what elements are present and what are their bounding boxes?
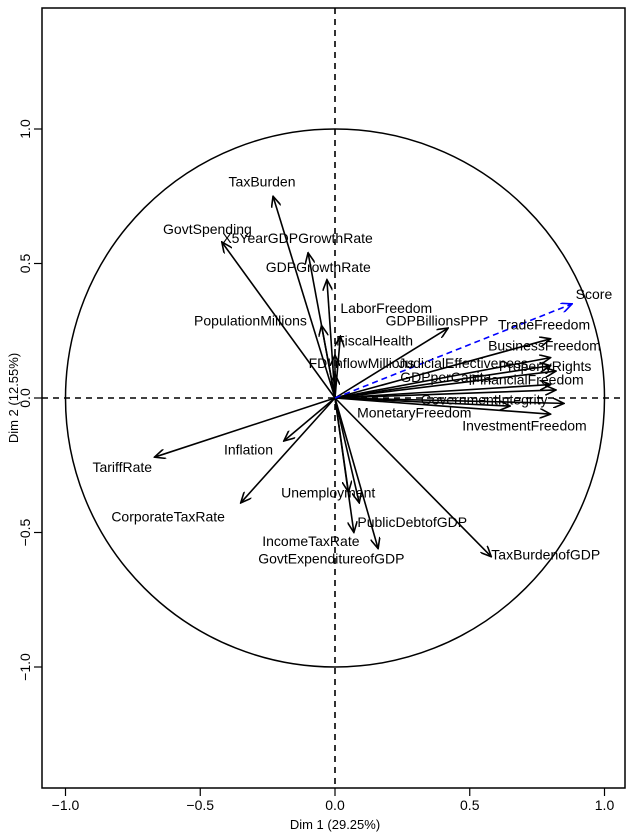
gdp-growth-rate-label: GDPGrowthRate (266, 259, 371, 275)
gd-pper-capita-label: GDPperCapita (400, 369, 491, 385)
judicial-effectiveness-arrow (334, 366, 551, 399)
gdp-billions-ppp-label: GDPBillionsPPP (386, 313, 489, 329)
y-axis-title: Dim 2 (12.55%) (6, 353, 21, 443)
govt-spending-label: GovtSpending (163, 221, 252, 237)
score-label: Score (576, 286, 613, 302)
score-arrow (334, 304, 572, 399)
tax-burdenof-gdp-arrow (334, 397, 491, 557)
x-tick-label: −0.5 (186, 797, 214, 813)
x-tick-label: 0.5 (460, 797, 480, 813)
population-millions-label: PopulationMillions (194, 313, 307, 329)
govt-expenditureof-gdp-arrow (334, 397, 378, 549)
government-integrity-label: GovernmentIntegrity (421, 392, 548, 408)
y-tick-label: 1.0 (17, 119, 33, 139)
corporate-tax-rate-arrow (241, 397, 336, 503)
fiscal-health-label: FiscalHealth (336, 333, 413, 349)
monetary-freedom-arrow (334, 397, 510, 406)
y-tick-label: 0.0 (17, 388, 33, 408)
public-debtof-gdp-label: PublicDebtofGDP (357, 514, 467, 530)
fdi-inflow-millions-label: FDIInflowMillions (309, 355, 415, 371)
investment-freedom-label: InvestmentFreedom (462, 417, 586, 433)
income-tax-rate-label: IncomeTaxRate (262, 533, 359, 549)
x-axis-title: Dim 1 (29.25%) (290, 817, 380, 832)
labor-freedom-label: LaborFreedom (340, 300, 432, 316)
corporate-tax-rate-label: CorporateTaxRate (111, 509, 225, 525)
inflation-arrow (284, 397, 336, 441)
gd-pper-capita-arrow (334, 385, 551, 399)
investment-freedom-arrow (334, 397, 551, 414)
unemployment-label: Unemployment (281, 485, 375, 501)
trade-freedom-label: TradeFreedom (498, 317, 590, 333)
income-tax-rate-arrow (334, 397, 354, 533)
x-tick-label: 1.0 (595, 797, 615, 813)
financial-freedom-arrow (334, 390, 556, 399)
business-freedom-arrow (334, 358, 551, 399)
property-rights-label: PropertyRights (499, 358, 592, 374)
tax-burdenof-gdp-label: TaxBurdenofGDP (491, 546, 600, 562)
govt-spending-arrow (222, 242, 336, 399)
population-millions-arrow (322, 325, 336, 399)
inflation-label: Inflation (224, 441, 273, 457)
public-debtof-gdp-arrow (334, 397, 359, 503)
govt-expenditureof-gdp-label: GovtExpenditureofGDP (258, 550, 404, 566)
gdp-billions-ppp-arrow (334, 328, 448, 399)
x5-year-gdp-growth-rate-label: X5YearGDPGrowthRate (222, 230, 373, 246)
tariff-rate-arrow (154, 397, 336, 457)
x-tick-label: −1.0 (52, 797, 80, 813)
tariff-rate-label: TariffRate (92, 459, 152, 475)
labor-freedom-arrow (334, 336, 340, 399)
y-tick-label: 0.5 (17, 254, 33, 274)
y-tick-label: −1.0 (17, 653, 33, 681)
tax-burden-arrow (273, 196, 336, 399)
tax-burden-label: TaxBurden (229, 173, 296, 189)
property-rights-arrow (334, 371, 556, 399)
financial-freedom-label: FinancialFreedom (472, 372, 584, 388)
judicial-effectiveness-label: JudicialEffectiveness (398, 355, 528, 371)
monetary-freedom-label: MonetaryFreedom (357, 404, 471, 420)
business-freedom-label: BusinessFreedom (488, 338, 601, 354)
y-tick-label: −0.5 (17, 518, 33, 546)
x-tick-label: 0.0 (325, 797, 345, 813)
trade-freedom-arrow (334, 339, 551, 399)
government-integrity-arrow (334, 397, 564, 403)
